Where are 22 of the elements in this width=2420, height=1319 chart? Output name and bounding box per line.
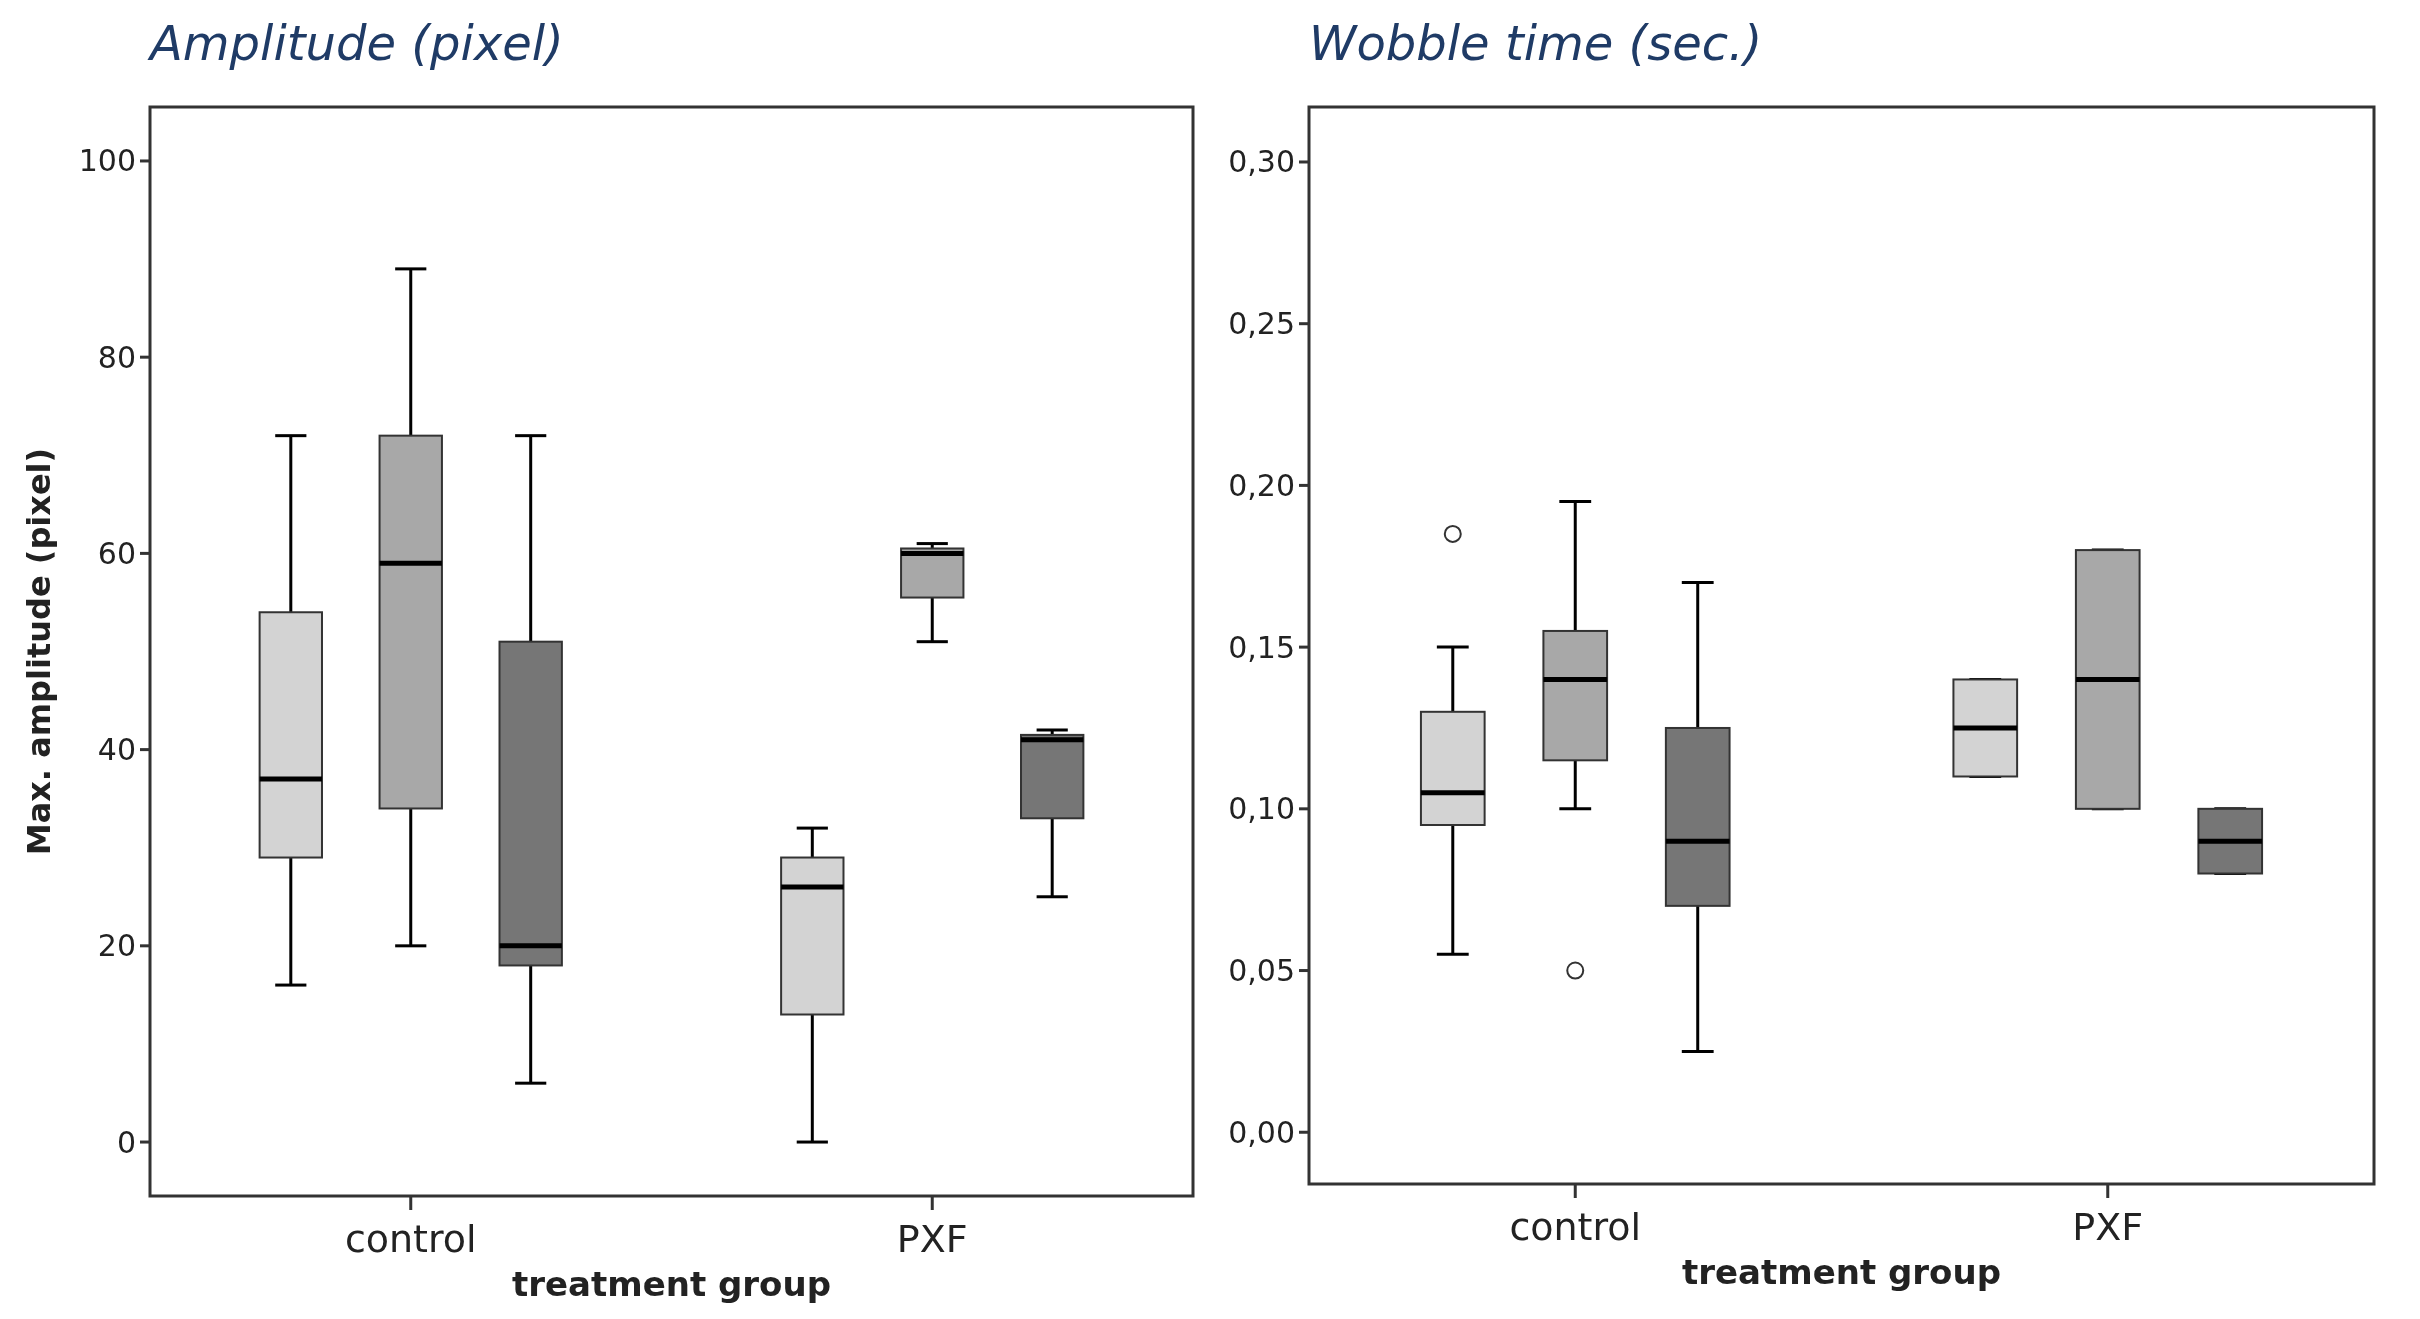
x-tick-label: PXF <box>896 1217 968 1261</box>
y-tick-label: 0,05 <box>1228 953 1295 989</box>
y-tick-label: 80 <box>97 339 136 375</box>
y-axis-title: Max. amplitude (pixel) <box>20 447 58 856</box>
y-tick-label: 100 <box>78 143 136 179</box>
x-tick-label: control <box>1509 1205 1642 1249</box>
x-tick-label: control <box>344 1217 477 1261</box>
y-tick-label: 0,25 <box>1228 306 1295 342</box>
y-tick-label: 0,00 <box>1228 1114 1295 1150</box>
y-tick-label: 20 <box>97 928 136 964</box>
chart-title: Wobble time (sec.) <box>1309 15 1763 71</box>
y-tick-label: 60 <box>97 535 136 571</box>
y-tick-label: 0,20 <box>1228 467 1295 503</box>
y-tick-label: 0,10 <box>1228 791 1295 827</box>
y-tick-label: 0,30 <box>1228 144 1295 180</box>
x-tick-label: PXF <box>2072 1205 2144 1249</box>
chart-title: Amplitude (pixel) <box>147 15 564 71</box>
y-tick-label: 0 <box>116 1124 136 1160</box>
x-axis-title: treatment group <box>511 1264 832 1304</box>
y-tick-label: 40 <box>97 732 136 768</box>
y-tick-label: 0,15 <box>1228 629 1295 665</box>
x-axis-title: treatment group <box>1681 1252 2002 1292</box>
